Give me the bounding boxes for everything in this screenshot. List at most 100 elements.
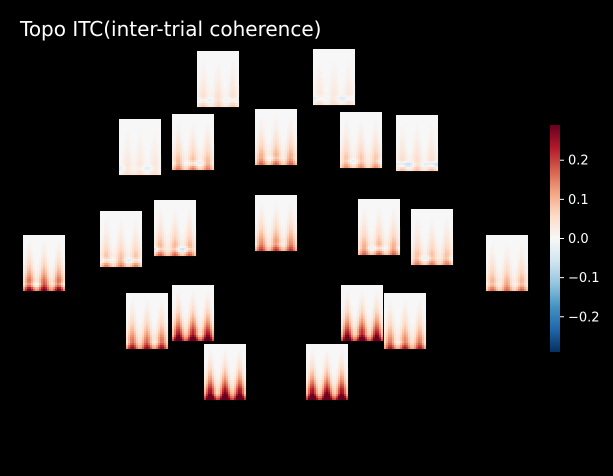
- itc-cell: [158, 218, 161, 221]
- itc-cell: [265, 225, 268, 228]
- itc-cell: [192, 246, 195, 249]
- itc-cell: [176, 250, 179, 253]
- itc-cell: [192, 134, 195, 137]
- itc-cell: [217, 73, 220, 76]
- itc-cell: [424, 167, 427, 170]
- itc-cell: [351, 81, 354, 84]
- itc-cell: [190, 126, 193, 129]
- itc-cell: [192, 140, 195, 143]
- itc-cell: [490, 273, 493, 276]
- itc-cell: [271, 249, 274, 252]
- itc-cell: [41, 283, 44, 286]
- itc-cell: [510, 267, 513, 270]
- itc-cell: [360, 166, 363, 169]
- itc-cell: [269, 229, 272, 232]
- itc-cell: [106, 239, 109, 242]
- itc-cell: [208, 168, 211, 171]
- itc-cell: [433, 237, 436, 240]
- itc-cell: [57, 289, 60, 292]
- itc-cell: [190, 238, 193, 241]
- itc-cell: [267, 145, 270, 148]
- itc-cell: [437, 259, 440, 262]
- itc-cell: [526, 271, 529, 274]
- itc-cell: [31, 287, 34, 290]
- itc-cell: [120, 225, 123, 228]
- itc-cell: [196, 148, 199, 151]
- itc-cell: [186, 222, 189, 225]
- itc-cell: [331, 81, 334, 84]
- itc-cell: [121, 167, 124, 170]
- itc-cell: [362, 124, 365, 127]
- itc-cell: [374, 229, 377, 232]
- itc-cell: [392, 215, 395, 218]
- itc-cell: [53, 273, 56, 276]
- itc-cell: [166, 242, 169, 245]
- itc-cell: [344, 164, 347, 167]
- itc-cell: [428, 149, 431, 152]
- itc-cell: [257, 151, 260, 154]
- itc-cell: [160, 236, 163, 239]
- itc-cell: [347, 79, 350, 82]
- itc-cell: [27, 271, 30, 274]
- itc-cell: [127, 137, 130, 140]
- itc-cell: [136, 259, 139, 262]
- itc-cell: [141, 145, 144, 148]
- itc-cell: [398, 253, 401, 256]
- itc-cell: [190, 144, 193, 147]
- itc-cell: [362, 148, 365, 151]
- itc-cell: [118, 243, 121, 246]
- itc-cell: [430, 139, 433, 142]
- itc-cell: [346, 164, 349, 167]
- itc-cell: [526, 279, 529, 282]
- itc-cell: [257, 241, 260, 244]
- itc-cell: [520, 249, 523, 252]
- itc-cell: [129, 141, 132, 144]
- itc-cell: [261, 129, 264, 132]
- itc-cell: [327, 91, 330, 94]
- itc-cell: [123, 173, 126, 176]
- itc-cell: [331, 73, 334, 76]
- itc-cell: [45, 249, 48, 252]
- itc-cell: [423, 243, 426, 246]
- itc-cell: [277, 141, 280, 144]
- itc-cell: [180, 166, 183, 169]
- itc-cell: [427, 241, 430, 244]
- itc-cell: [139, 137, 142, 140]
- itc-cell: [449, 241, 452, 244]
- itc-cell: [380, 239, 383, 242]
- itc-cell: [132, 247, 135, 250]
- itc-cell: [349, 75, 352, 78]
- itc-cell: [340, 154, 343, 157]
- itc-cell: [378, 217, 381, 220]
- itc-cell: [172, 252, 175, 255]
- itc-cell: [486, 281, 489, 284]
- itc-cell: [431, 233, 434, 236]
- itc-cell: [504, 263, 507, 266]
- itc-cell: [257, 227, 260, 230]
- itc-cell: [259, 239, 262, 242]
- itc-cell: [376, 219, 379, 222]
- itc-cell: [122, 253, 125, 256]
- itc-cell: [400, 145, 403, 148]
- itc-cell: [414, 161, 417, 164]
- itc-cell: [360, 150, 363, 153]
- itc-cell: [155, 171, 158, 174]
- itc-cell: [156, 218, 159, 221]
- itc-cell: [37, 263, 40, 266]
- itc-cell: [490, 261, 493, 264]
- itc-cell: [404, 169, 407, 172]
- itc-cell: [202, 146, 205, 149]
- itc-cell: [331, 89, 334, 92]
- itc-cell: [155, 161, 158, 164]
- itc-cell: [366, 146, 369, 149]
- itc-cell: [223, 87, 226, 90]
- itc-cell: [516, 277, 519, 280]
- itc-cell: [156, 230, 159, 233]
- itc-cell: [431, 229, 434, 232]
- itc-cell: [263, 227, 266, 230]
- itc-cell: [398, 143, 401, 146]
- itc-cell: [396, 151, 399, 154]
- itc-cell: [261, 127, 264, 130]
- itc-cell: [159, 167, 162, 170]
- itc-cell: [170, 236, 173, 239]
